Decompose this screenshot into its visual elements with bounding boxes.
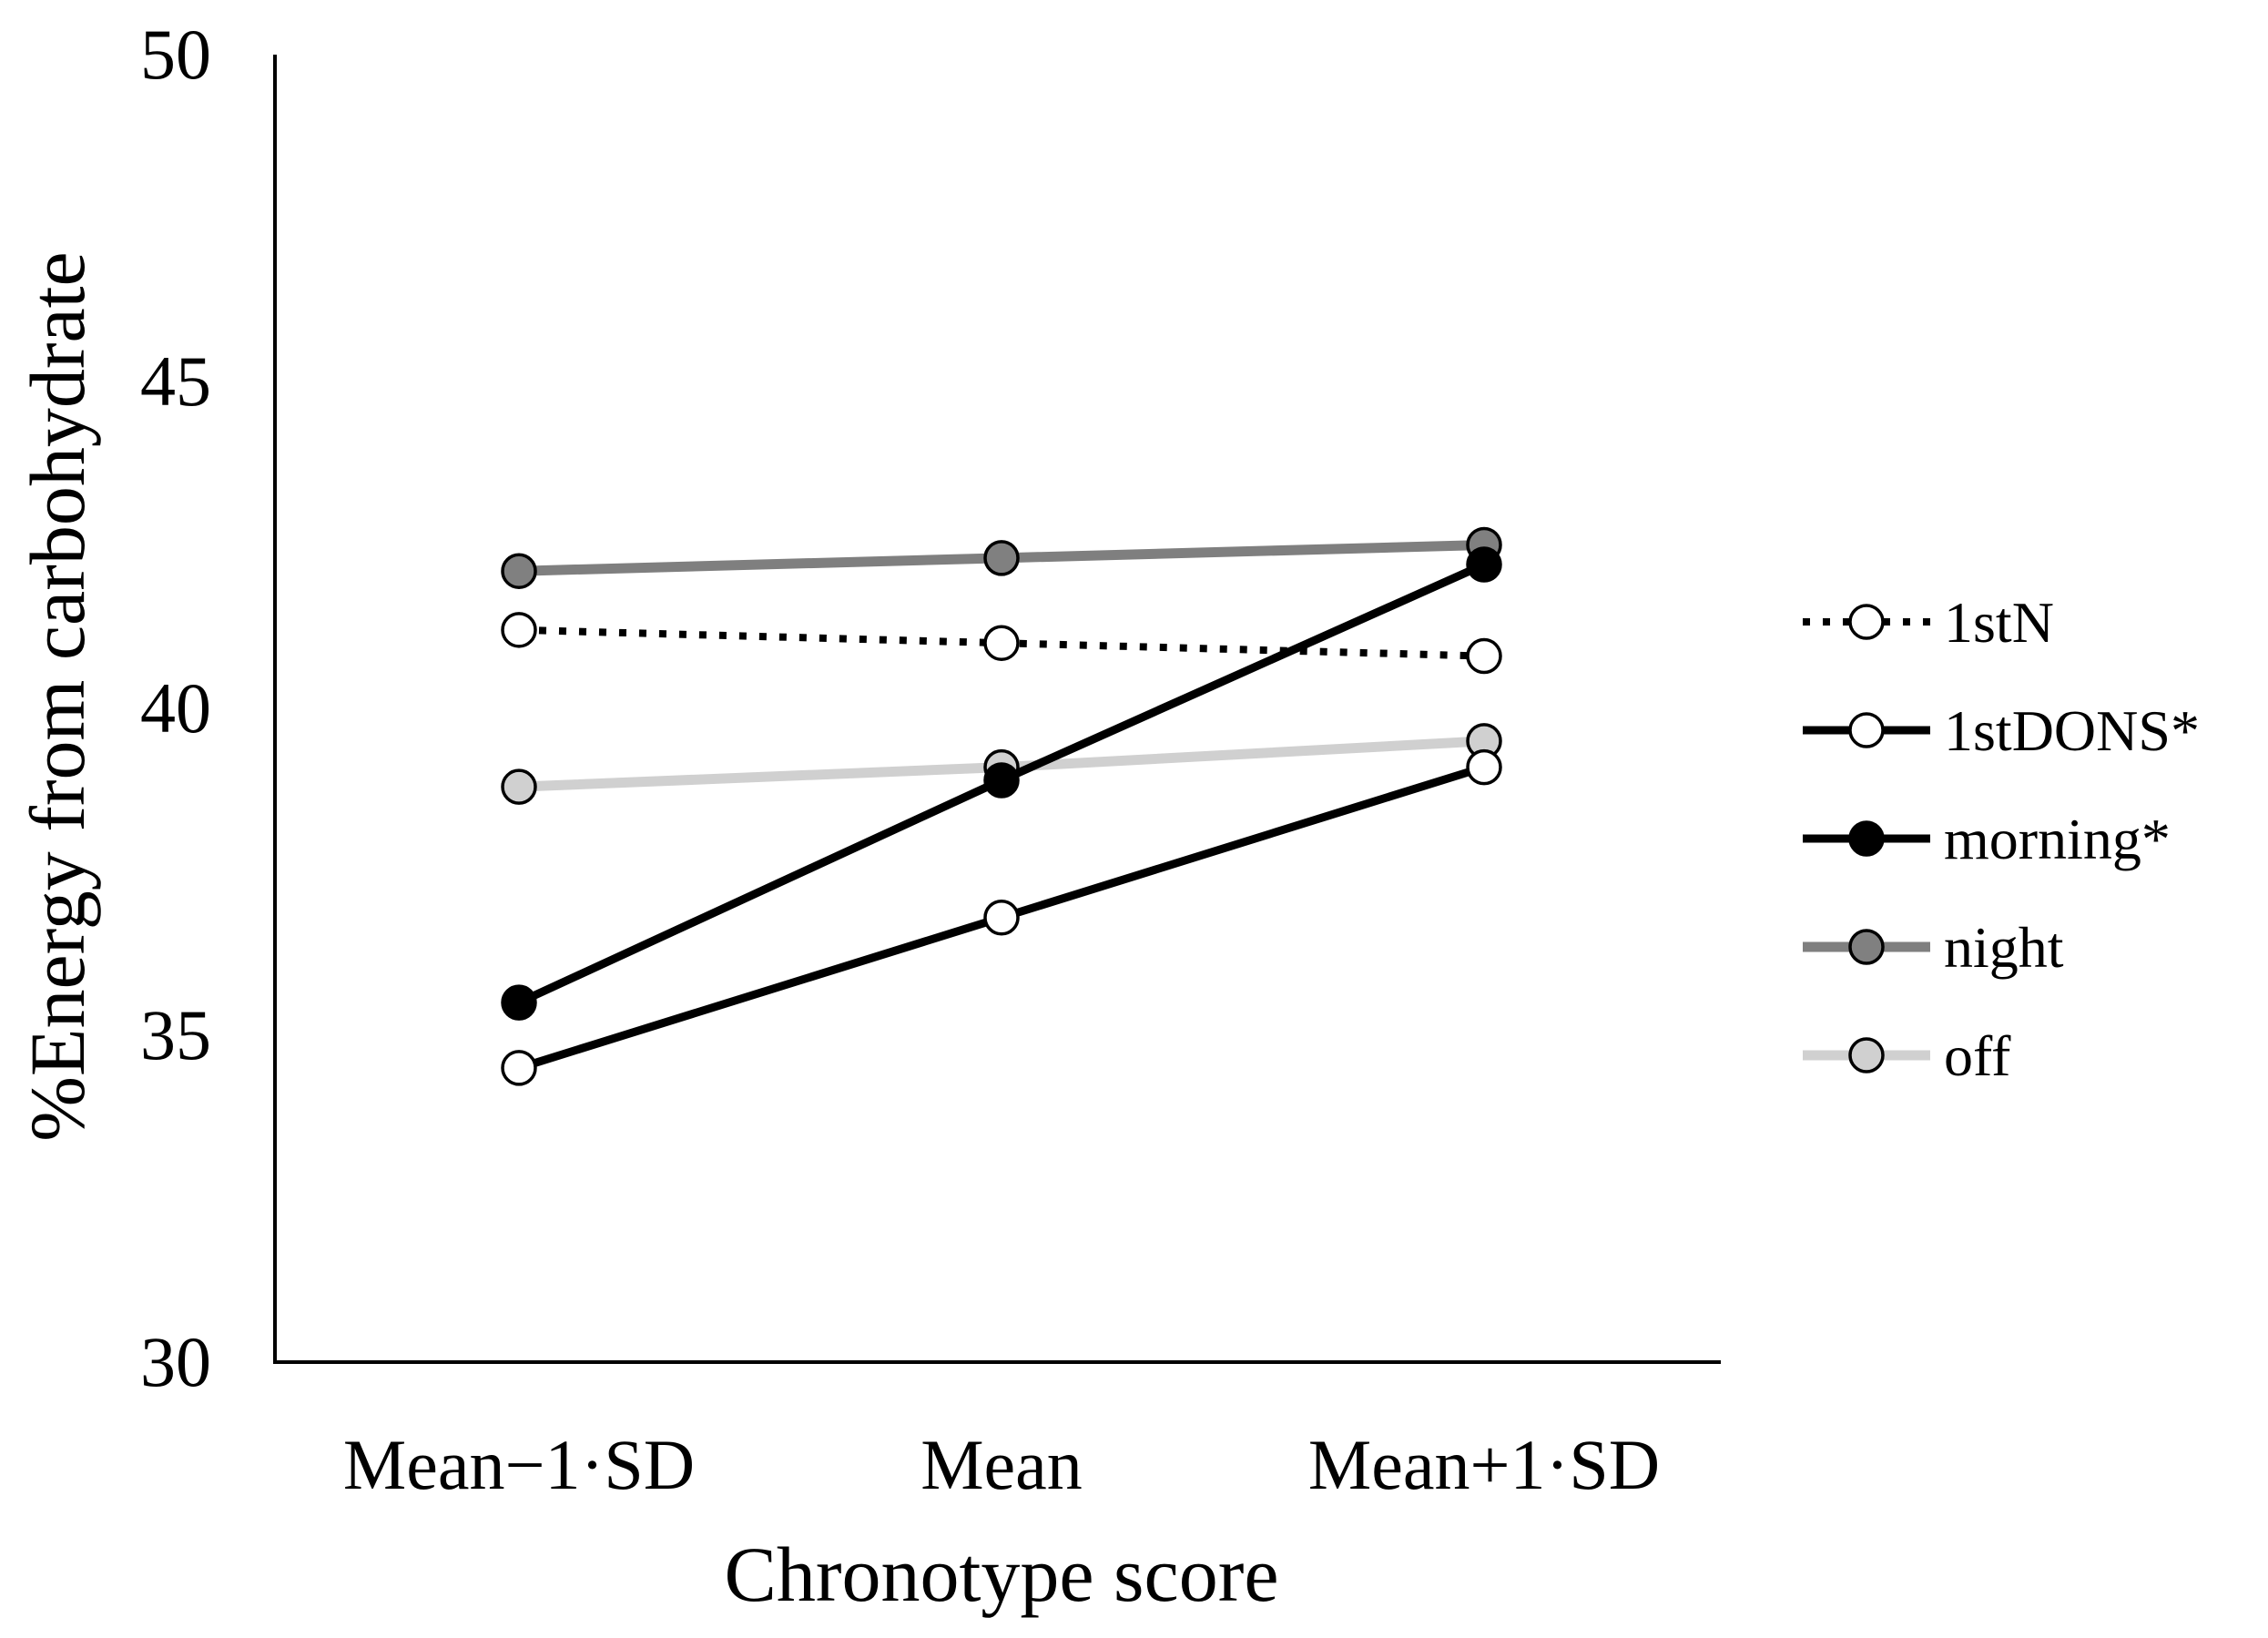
data-point [501,984,537,1021]
legend-item: night [1803,915,2064,980]
legend-label: 1stN [1944,590,2054,655]
data-point [1466,637,1502,675]
x-axis-title: Chronotype score [724,1531,1278,1618]
data-point [983,540,1020,576]
legend-item: 1stN [1803,590,2054,655]
data-point [1466,748,1502,786]
y-tick-label: 50 [140,15,211,94]
y-tick-label: 40 [140,668,211,748]
data-point [1466,546,1502,583]
series-1stn [501,612,1502,675]
data-point [983,625,1020,661]
series-1stdons [501,748,1502,1086]
legend-label: 1stDONS* [1944,698,2200,763]
legend-marker [1848,820,1885,857]
legend-item: 1stDONS* [1803,698,2200,763]
data-point [501,1050,537,1086]
data-point [501,612,537,648]
series-group [501,526,1502,1086]
legend-item: off [1803,1023,2011,1088]
data-point [983,900,1020,936]
series-night [501,526,1502,589]
y-axis-title: %Energy from carbohydrate [14,251,101,1141]
legend-marker [1848,604,1885,640]
series-morning [501,546,1502,1021]
legend-label: off [1944,1023,2011,1088]
legend-marker [1848,929,1885,965]
x-tick-label: Mean [920,1425,1083,1504]
x-tick-label: Mean+1·SD [1308,1425,1660,1504]
y-tick-label: 30 [140,1322,211,1401]
legend-item: morning* [1803,807,2171,871]
legend-label: night [1944,915,2064,980]
x-tick-label: Mean−1·SD [343,1425,695,1504]
y-tick-labels: 30 35 40 45 50 [140,15,211,1401]
legend-marker [1848,1037,1885,1073]
data-point [501,553,537,589]
y-tick-label: 35 [140,995,211,1074]
data-point [501,768,537,805]
legend: 1stN 1stDONS* morning* night off [1803,590,2200,1088]
data-point [983,762,1020,799]
axes [273,55,1721,1364]
x-tick-labels: Mean−1·SD Mean Mean+1·SD [343,1425,1660,1504]
legend-label: morning* [1944,807,2171,871]
legend-marker [1848,712,1885,748]
y-tick-label: 45 [140,341,211,421]
